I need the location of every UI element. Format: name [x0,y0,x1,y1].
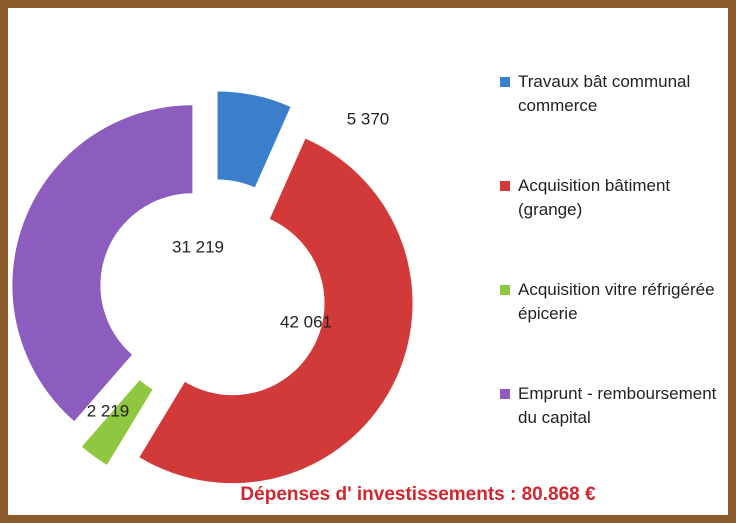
legend-label: Acquisition bâtiment (grange) [518,176,671,219]
data-label: 42 061 [280,312,332,331]
legend-label: Acquisition vitre réfrigérée épicerie [518,280,715,323]
doughnut-segment [217,91,291,188]
data-label: 31 219 [172,237,224,256]
doughnut-segment [139,138,413,484]
legend-item: Emprunt - remboursement du capital [496,382,726,486]
data-label: 2 219 [87,401,130,420]
data-label: 5 370 [347,109,390,128]
legend-label: Travaux bât communal commerce [518,72,691,115]
legend-item: Acquisition vitre réfrigérée épicerie [496,278,726,382]
plot: 5 370 42 061 2 219 31 219 [12,91,413,484]
legend-swatch [500,285,510,295]
doughnut-segment [81,380,153,465]
legend-item: Travaux bât communal commerce [496,70,726,174]
legend-label: Emprunt - remboursement du capital [518,384,717,427]
doughnut-segment [12,105,193,422]
legend: Travaux bât communal commerce Acquisition… [496,70,726,486]
legend-swatch [500,77,510,87]
legend-swatch [500,389,510,399]
chart-title: Dépenses d' investissements : 80.868 € [240,484,596,505]
legend-item: Acquisition bâtiment (grange) [496,174,726,278]
legend-swatch [500,181,510,191]
